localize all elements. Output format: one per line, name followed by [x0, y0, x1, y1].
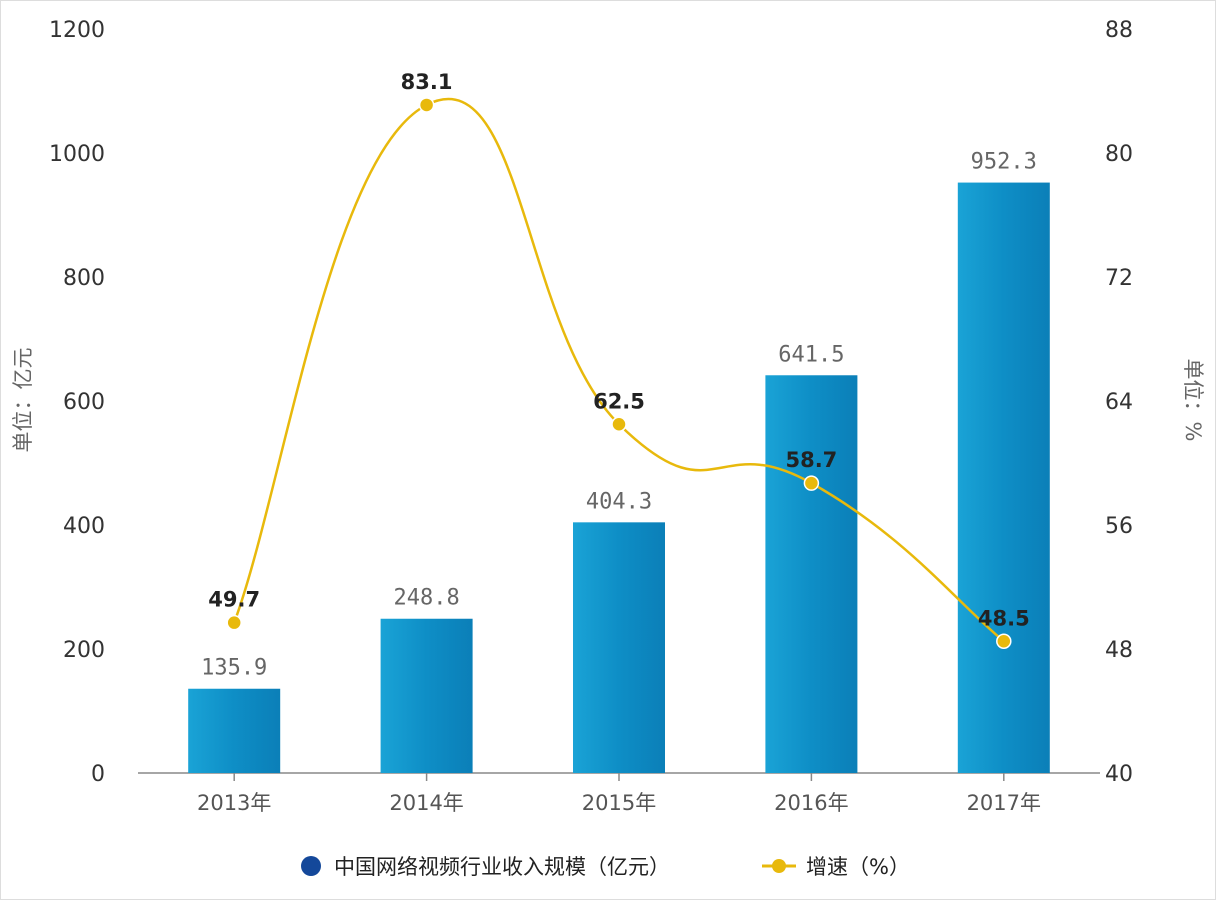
growth-point [226, 614, 242, 631]
y-left-tick-label: 1200 [49, 18, 105, 43]
legend-line-marker-dot [772, 859, 786, 873]
growth-line [233, 97, 1005, 643]
bar [957, 182, 1050, 774]
y-right-tick-label: 48 [1105, 638, 1133, 663]
growth-point [803, 475, 820, 491]
y-left-tick-label: 600 [63, 390, 105, 415]
legend-bar-label: 中国网络视频行业收入规模（亿元） [334, 855, 670, 879]
x-tick-label: 2016年 [774, 791, 848, 815]
y-right-tick-label: 56 [1105, 514, 1133, 539]
bar [380, 618, 473, 773]
y-left-tick-label: 0 [91, 762, 105, 787]
y-left-tick-label: 400 [63, 514, 105, 539]
x-tick-label: 2013年 [197, 791, 271, 815]
y-right-tick-label: 80 [1105, 142, 1133, 167]
bar-value-label: 248.8 [393, 586, 459, 611]
legend-line-label: 增速（%） [806, 855, 910, 879]
y-left-tick-label: 200 [63, 638, 105, 663]
x-tick-label: 2015年 [582, 791, 656, 815]
y-left-axis-title: 单位：亿元 [11, 348, 35, 453]
growth-value-label: 62.5 [593, 389, 645, 413]
bar [573, 522, 665, 773]
growth-value-label: 58.7 [785, 448, 837, 472]
growth-point [611, 416, 627, 432]
y-right-tick-label: 72 [1105, 266, 1133, 291]
legend: 中国网络视频行业收入规模（亿元） 增速（%） [301, 855, 910, 879]
bar-value-label: 404.3 [586, 489, 652, 514]
y-left-tick-label: 1000 [49, 142, 105, 167]
bar [188, 688, 281, 773]
growth-point [996, 633, 1012, 649]
x-tick-label: 2017年 [967, 791, 1041, 815]
bar-value-label: 135.9 [201, 656, 267, 681]
x-tick-label: 2014年 [389, 791, 463, 815]
growth-value-label: 49.7 [208, 588, 260, 612]
bar [765, 375, 858, 773]
growth-point [418, 97, 435, 113]
growth-value-label: 48.5 [978, 606, 1030, 630]
y-right-tick-label: 64 [1105, 390, 1133, 415]
legend-bar-marker [301, 856, 321, 876]
y-right-tick-label: 88 [1105, 18, 1133, 43]
y-left-tick-label: 800 [63, 266, 105, 291]
growth-value-label: 83.1 [401, 70, 453, 94]
bar-value-label: 952.3 [971, 150, 1037, 175]
bar-value-label: 641.5 [778, 342, 844, 367]
y-right-axis-title: 单位：% [1181, 359, 1205, 442]
y-right-tick-label: 40 [1105, 762, 1133, 787]
